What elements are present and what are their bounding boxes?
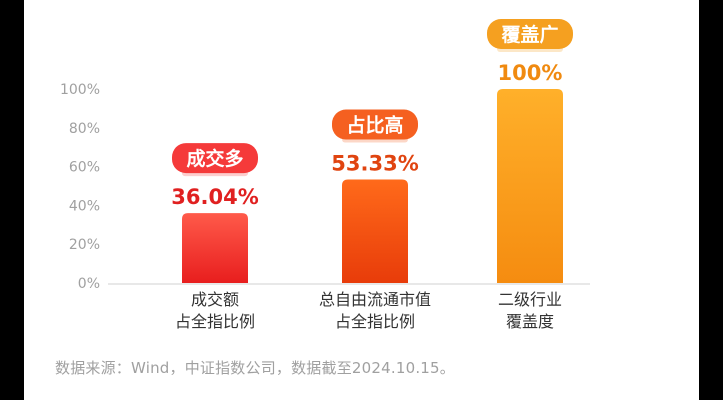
bar [497, 89, 563, 283]
y-tick-label: 100% [60, 82, 100, 98]
y-tick-label: 40% [69, 198, 100, 214]
tag-label: 成交多 [186, 147, 243, 170]
y-tick-label: 20% [69, 237, 100, 253]
y-tick-label: 80% [69, 121, 100, 137]
right-edge [699, 0, 723, 400]
tag-badge-shadow [182, 170, 248, 177]
x-category-label: 占全指比例 [175, 312, 255, 331]
bar [342, 179, 408, 283]
tag-badge [487, 19, 573, 49]
bar-value-label: 53.33% [331, 152, 418, 176]
left-edge [0, 0, 24, 400]
bar-value-label: 100% [498, 61, 563, 85]
x-category-label: 覆盖度 [506, 312, 554, 331]
y-tick-label: 60% [69, 160, 100, 176]
tag-badge-shadow [342, 136, 408, 143]
tag-badge [172, 143, 258, 174]
tag-label: 占比高 [346, 114, 403, 137]
x-category-label: 成交额 [191, 290, 239, 309]
bar [182, 213, 248, 283]
y-tick-label: 0% [78, 276, 100, 292]
tag-label: 覆盖广 [500, 23, 558, 46]
tag-badge [332, 109, 418, 140]
source-note: 数据来源：Wind，中证指数公司，数据截至2024.10.15。 [55, 359, 455, 377]
x-category-label: 二级行业 [498, 290, 562, 309]
tag-badge-shadow [497, 46, 563, 52]
bar-value-label: 36.04% [171, 185, 258, 209]
x-category-label: 总自由流通市值 [319, 290, 431, 309]
x-category-label: 占全指比例 [335, 312, 415, 331]
